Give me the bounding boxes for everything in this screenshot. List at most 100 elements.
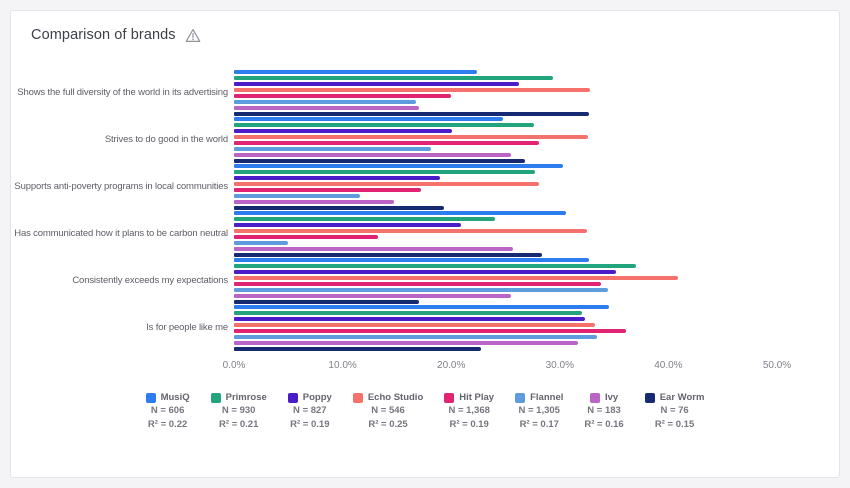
bar-primrose[interactable] (234, 264, 636, 268)
legend-r-squared: R² = 0.25 (368, 418, 408, 430)
bar-primrose[interactable] (234, 217, 495, 221)
legend-series-name: Echo Studio (367, 392, 424, 403)
legend-series-name: Poppy (302, 392, 332, 403)
legend-series-name: MusiQ (160, 392, 190, 403)
legend: MusiQ N = 606 R² = 0.22 Primrose N = 930 R² =… (11, 392, 839, 431)
bar-ivy[interactable] (234, 247, 514, 251)
warning-icon[interactable] (185, 28, 201, 43)
x-axis-tick-label: 40.0% (654, 360, 683, 371)
chart-title: Comparison of brands (31, 27, 176, 43)
bar-group-1: Shows the full diversity of the world in… (11, 70, 839, 116)
bar-ivy[interactable] (234, 341, 579, 345)
bar-poppy[interactable] (234, 82, 519, 86)
bar-flannel[interactable] (234, 100, 417, 104)
legend-r-squared: R² = 0.16 (584, 418, 624, 430)
bar-echo-studio[interactable] (234, 88, 591, 92)
bar-echo-studio[interactable] (234, 323, 595, 327)
bar-ivy[interactable] (234, 294, 511, 298)
legend-item-hit-play[interactable]: Hit Play N = 1,368 R² = 0.19 (444, 392, 494, 431)
legend-item-primrose[interactable]: Primrose N = 930 R² = 0.21 (210, 392, 267, 431)
bar-ear-worm[interactable] (234, 300, 419, 304)
x-axis-tick-label: 30.0% (545, 360, 574, 371)
legend-swatch (287, 392, 298, 403)
bar-group-6: Is for people like me (11, 305, 839, 351)
legend-n-count: N = 1,305 (518, 405, 560, 416)
bar-primrose[interactable] (234, 170, 535, 174)
legend-swatch (589, 392, 600, 403)
bar-group-3: Supports anti-poverty programs in local … (11, 164, 839, 210)
bar-musiq[interactable] (234, 258, 590, 262)
bar-ear-worm[interactable] (234, 112, 590, 116)
bar-echo-studio[interactable] (234, 276, 679, 280)
bar-flannel[interactable] (234, 147, 431, 151)
legend-r-squared: R² = 0.21 (219, 418, 259, 430)
bar-ear-worm[interactable] (234, 347, 481, 351)
bar-flannel[interactable] (234, 194, 360, 198)
bar-musiq[interactable] (234, 305, 609, 309)
bar-hit-play[interactable] (234, 282, 602, 286)
bar-ivy[interactable] (234, 106, 419, 110)
legend-n-count: N = 606 (150, 405, 185, 416)
bar-poppy[interactable] (234, 129, 453, 133)
bar-ear-worm[interactable] (234, 253, 543, 257)
bar-flannel[interactable] (234, 241, 289, 245)
bar-hit-play[interactable] (234, 329, 626, 333)
legend-r-squared: R² = 0.17 (519, 418, 559, 430)
bar-hit-play[interactable] (234, 235, 379, 239)
bar-primrose[interactable] (234, 123, 534, 127)
bar-musiq[interactable] (234, 164, 564, 168)
legend-item-echo-studio[interactable]: Echo Studio N = 546 R² = 0.25 (352, 392, 424, 431)
bar-group-2: Strives to do good in the world (11, 117, 839, 163)
legend-series-name: Primrose (225, 392, 267, 403)
legend-item-poppy[interactable]: Poppy N = 827 R² = 0.19 (287, 392, 332, 431)
bar-poppy[interactable] (234, 176, 441, 180)
bar-hit-play[interactable] (234, 94, 452, 98)
category-label: Is for people like me (146, 322, 228, 333)
legend-item-ear-worm[interactable]: Ear Worm N = 76 R² = 0.15 (644, 392, 704, 431)
legend-series-name: Hit Play (459, 392, 495, 403)
bar-primrose[interactable] (234, 311, 582, 315)
plot-area: Shows the full diversity of the world in… (11, 70, 839, 360)
bar-musiq[interactable] (234, 211, 567, 215)
chart-header: Comparison of brands (31, 27, 201, 43)
x-axis-tick-label: 50.0% (762, 360, 792, 371)
legend-r-squared: R² = 0.22 (147, 418, 188, 430)
bar-musiq[interactable] (234, 117, 504, 121)
bar-echo-studio[interactable] (234, 135, 588, 139)
legend-r-squared: R² = 0.15 (654, 418, 695, 430)
legend-r-squared: R² = 0.19 (449, 418, 489, 430)
legend-item-musiq[interactable]: MusiQ N = 606 R² = 0.22 (145, 392, 190, 431)
legend-item-ivy[interactable]: Ivy N = 183 R² = 0.16 (584, 392, 623, 431)
bar-echo-studio[interactable] (234, 182, 540, 186)
legend-series-name: Flannel (530, 392, 564, 403)
legend-n-count: N = 1,368 (448, 405, 490, 416)
bar-echo-studio[interactable] (234, 229, 587, 233)
legend-n-count: N = 546 (371, 405, 405, 416)
legend-swatch (644, 392, 655, 403)
category-label: Has communicated how it plans to be carb… (14, 228, 228, 239)
bar-flannel[interactable] (234, 335, 597, 339)
legend-n-count: N = 930 (221, 405, 256, 416)
bar-hit-play[interactable] (234, 141, 540, 145)
x-axis-tick-label: 0.0% (222, 360, 246, 371)
bar-poppy[interactable] (234, 317, 585, 321)
bar-flannel[interactable] (234, 288, 608, 292)
legend-swatch (210, 392, 221, 403)
legend-swatch (515, 392, 526, 403)
legend-series-name: Ivy (604, 392, 619, 403)
bar-ear-worm[interactable] (234, 206, 444, 210)
category-label: Strives to do good in the world (104, 134, 228, 145)
bar-hit-play[interactable] (234, 188, 421, 192)
legend-r-squared: R² = 0.19 (290, 418, 330, 430)
bar-ear-worm[interactable] (234, 159, 525, 163)
bar-ivy[interactable] (234, 200, 394, 204)
bar-poppy[interactable] (234, 223, 461, 227)
bar-group-5: Consistently exceeds my expectations (11, 258, 839, 304)
legend-item-flannel[interactable]: Flannel N = 1,305 R² = 0.17 (515, 392, 563, 431)
bar-ivy[interactable] (234, 153, 511, 157)
x-axis-tick-label: 20.0% (437, 360, 466, 371)
bar-primrose[interactable] (234, 76, 554, 80)
bar-musiq[interactable] (234, 70, 478, 74)
bar-poppy[interactable] (234, 270, 617, 274)
legend-n-count: N = 827 (293, 405, 327, 416)
